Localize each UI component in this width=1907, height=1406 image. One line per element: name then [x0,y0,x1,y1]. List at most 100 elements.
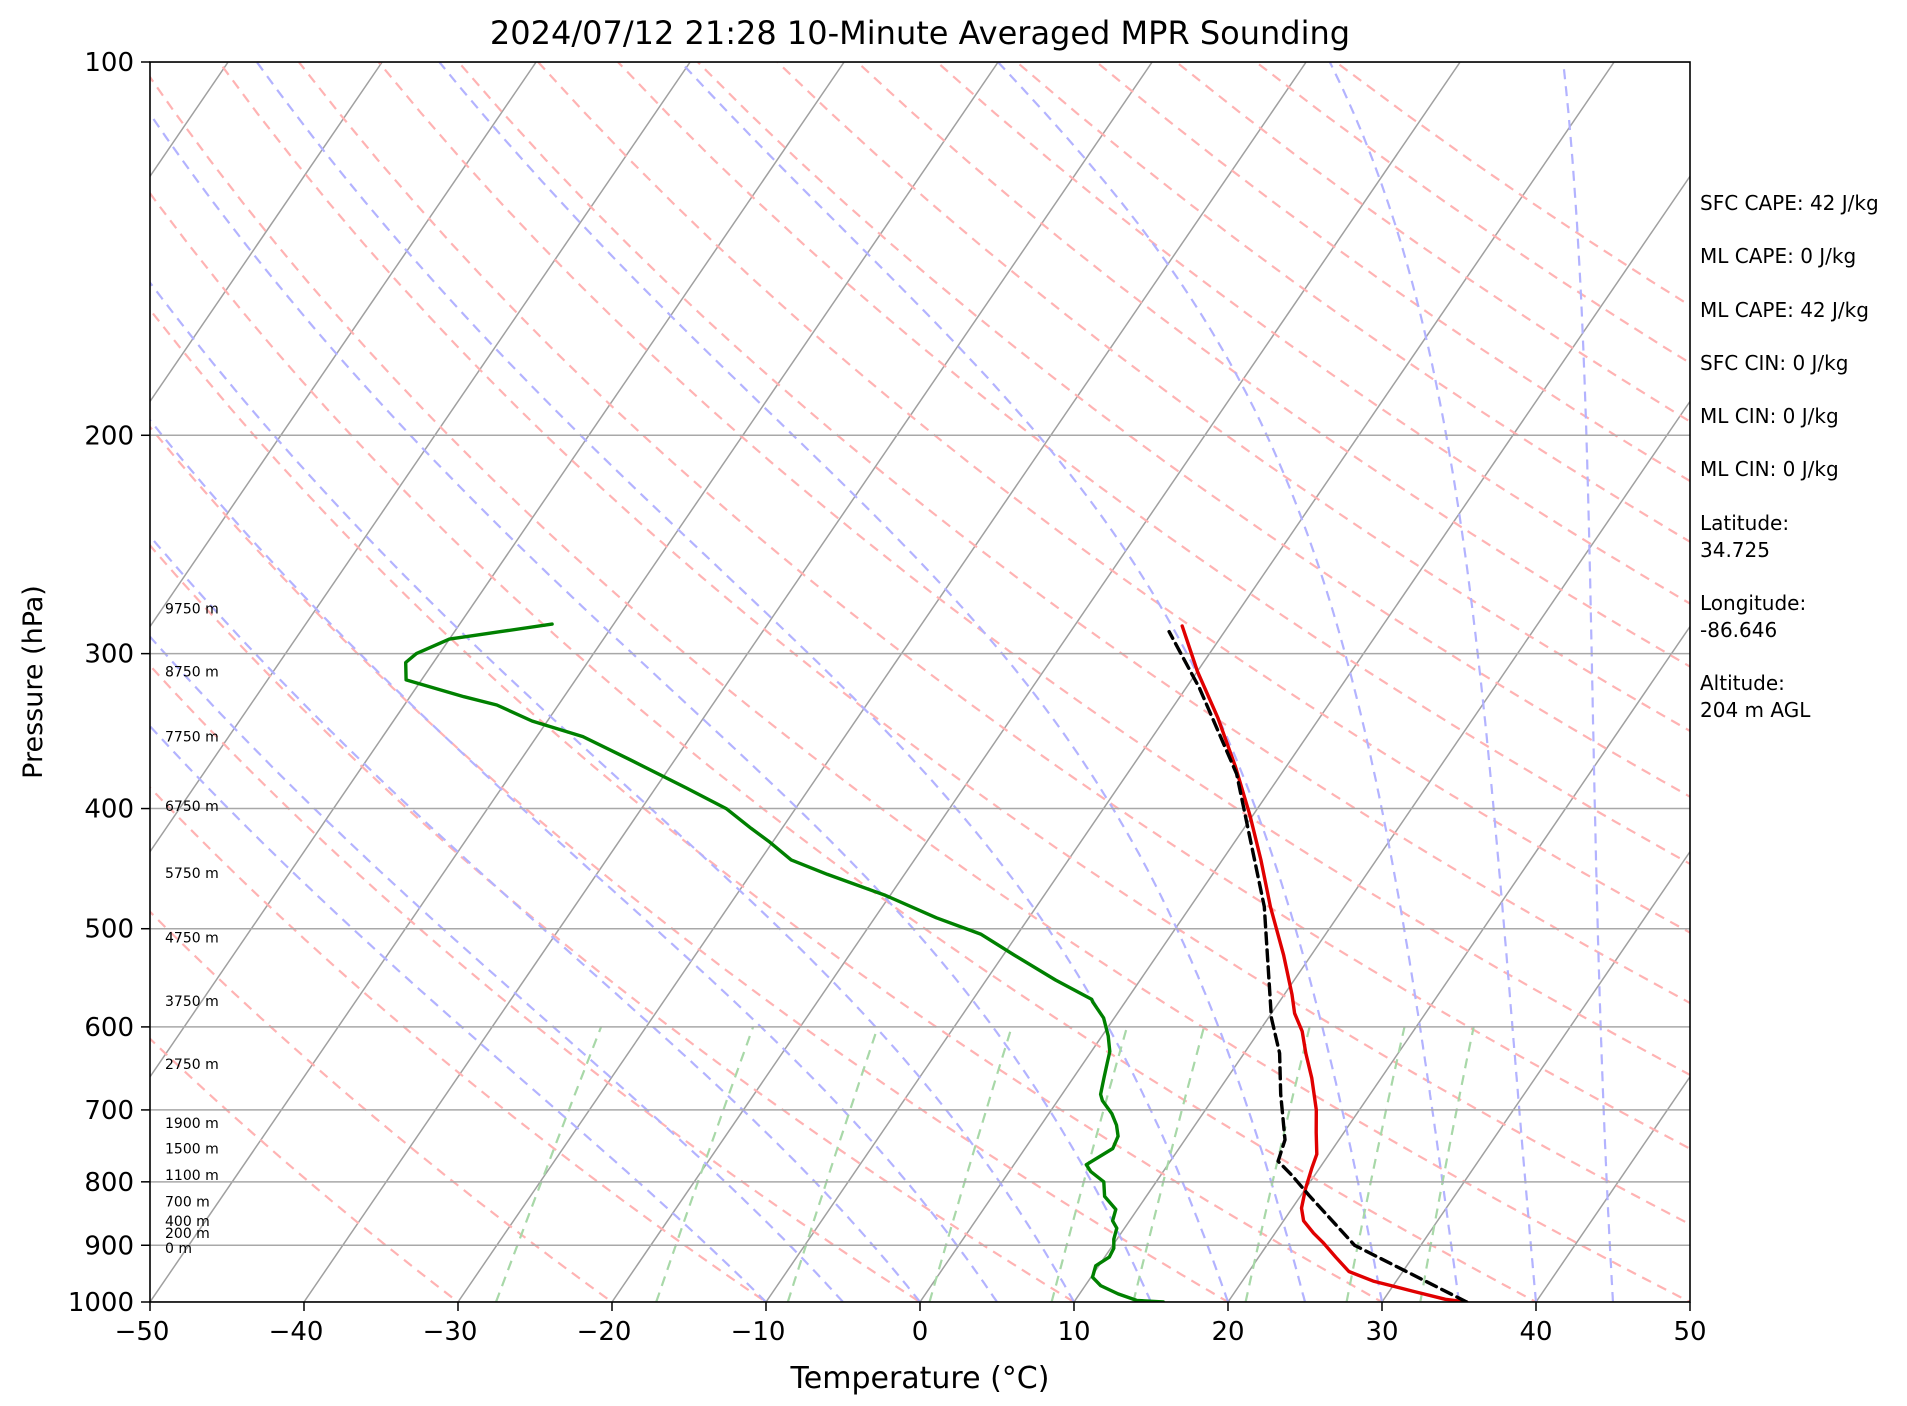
dry-adiabat-line [150,785,768,1302]
parameter-text: Longitude: [1700,591,1806,615]
isotherm-line [457,62,1307,1302]
y-axis-label: Pressure (hPa) [18,585,49,779]
isotherm-line [1381,850,1690,1302]
isotherm-line [150,62,691,854]
height-label: 8750 m [165,664,219,680]
isotherm-line [150,62,537,628]
parameter-text: 204 m AGL [1700,698,1811,722]
parameter-text: Altitude: [1700,671,1785,695]
isotherm-line [1073,400,1690,1302]
moist-adiabat-line [150,534,921,1302]
x-tick-label: −50 [115,1317,170,1347]
parameter-text: ML CIN: 0 J/kg [1700,457,1839,481]
y-tick-label: 900 [84,1231,134,1261]
height-label: 4750 m [165,930,219,946]
height-label: 0 m [165,1241,192,1257]
dry-adiabat-line [457,62,1690,1005]
y-tick-label: 700 [84,1096,134,1126]
sounding-parameters: SFC CAPE: 42 J/kg ML CAPE: 0 J/kg ML CAPE:… [1700,191,1879,722]
dry-adiabat-line [150,663,923,1302]
parameter-text: Latitude: [1700,511,1789,535]
isotherm-line [1535,1075,1690,1302]
y-axis-ticks: 100 200 300 400 500 600 700 800 900 1000 [68,48,150,1318]
x-tick-label: −10 [731,1317,786,1347]
y-tick-label: 1000 [68,1288,134,1318]
moist-adiabat-line [997,62,1461,1302]
isotherm-line [919,174,1690,1302]
x-axis-label: Temperature (°C) [790,1361,1050,1396]
y-tick-label: 100 [84,48,134,78]
x-tick-label: −20 [577,1317,632,1347]
dry-adiabat-line [218,62,1690,1226]
isotherm-line [150,62,845,1079]
y-tick-label: 200 [84,421,134,451]
parameter-text: SFC CAPE: 42 J/kg [1700,191,1879,215]
dry-adiabat-line [537,62,1690,934]
height-label: 3750 m [165,994,219,1010]
x-axis-ticks: −50 −40 −30 −20 −10 0 10 20 30 40 50 [115,1302,1707,1347]
background-lines [150,62,1690,1302]
parameter-text: 34.725 [1700,538,1770,562]
height-labels: 9750 m 8750 m 7750 m 6750 m 5750 m 4750 m 3750… [165,602,219,1258]
y-tick-label: 600 [84,1013,134,1043]
x-tick-label: 40 [1519,1317,1552,1347]
y-tick-label: 800 [84,1168,134,1198]
parameter-text: ML CIN: 0 J/kg [1700,404,1839,428]
x-tick-label: 0 [912,1317,929,1347]
moist-adiabat-line [150,112,1153,1302]
isotherm-line [765,62,1615,1302]
moist-adiabat-line [1562,62,1615,1302]
height-label: 700 m [165,1195,210,1211]
moist-adiabat-line [1328,62,1538,1302]
x-tick-label: −40 [269,1317,324,1347]
isotherm-line [150,62,383,403]
height-label: 200 m [165,1226,210,1242]
height-label: 9750 m [165,602,219,618]
moist-adiabat-line [150,280,1075,1302]
parameter-text: SFC CIN: 0 J/kg [1700,351,1848,375]
height-label: 2750 m [165,1057,219,1073]
moist-adiabat-line [438,62,1307,1302]
height-label: 6750 m [165,799,219,815]
temperature-profile-line [1180,624,1469,1302]
dewpoint-profile-line [404,622,1165,1302]
dry-adiabat-line [696,62,1690,798]
moist-adiabat-line [255,62,1230,1302]
dry-adiabat-line [297,62,1690,1150]
y-tick-label: 300 [84,640,134,670]
isotherm-line [303,62,1153,1302]
x-tick-label: 20 [1211,1317,1244,1347]
height-label: 7750 m [165,730,219,746]
x-tick-label: 30 [1365,1317,1398,1347]
series-lines [404,622,1469,1302]
height-label: 5750 m [165,866,219,882]
parameter-text: ML CAPE: 0 J/kg [1700,244,1856,268]
parameter-text: ML CAPE: 42 J/kg [1700,298,1869,322]
isotherm-line [150,62,999,1302]
moist-adiabat-line [150,724,767,1302]
dry-adiabat-line [776,62,1690,733]
dry-adiabat-line [150,75,1690,1302]
dry-adiabat-line [150,910,614,1302]
height-label: 400 m [165,1214,210,1230]
parcel-profile-line [1167,629,1469,1302]
isotherm-line [611,62,1461,1302]
height-label: 1100 m [165,1168,219,1184]
y-tick-label: 500 [84,915,134,945]
parameter-text: -86.646 [1700,618,1777,642]
height-label: 1500 m [165,1142,219,1158]
height-label: 1900 m [165,1116,219,1132]
dry-adiabat-line [150,307,1385,1302]
pressure-gridlines [150,62,1690,1302]
dry-adiabat-line [150,1037,460,1302]
moist-adiabat-line [150,635,844,1302]
chart-title: 2024/07/12 21:28 10-Minute Averaged MPR … [490,14,1350,52]
x-tick-label: −30 [423,1317,478,1347]
x-tick-label: 10 [1057,1317,1090,1347]
dry-adiabat-line [150,543,1077,1302]
dry-adiabat-line [150,425,1231,1302]
y-tick-label: 400 [84,795,134,825]
isotherm-line [1227,625,1690,1302]
moist-adiabat-line [150,418,998,1302]
